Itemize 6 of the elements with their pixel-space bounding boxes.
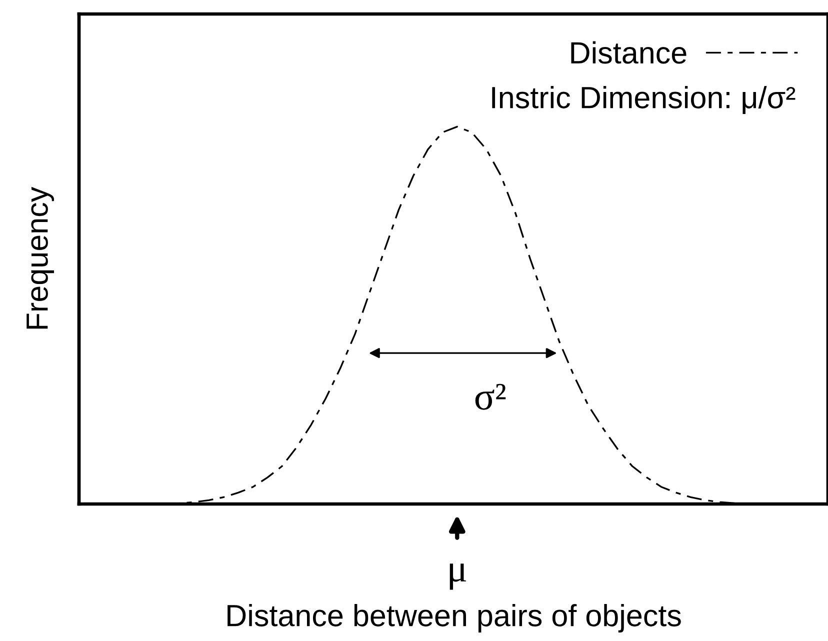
- legend-label: Distance: [571, 41, 686, 64]
- y-axis-title: Frequency: [26, 186, 54, 329]
- text: μ: [450, 564, 466, 590]
- annotation: σ²: [475, 384, 506, 410]
- x-axis-title: Distance between pairs of objects: [228, 604, 681, 632]
- text: Instric Dimension: μ/σ²: [492, 86, 796, 114]
